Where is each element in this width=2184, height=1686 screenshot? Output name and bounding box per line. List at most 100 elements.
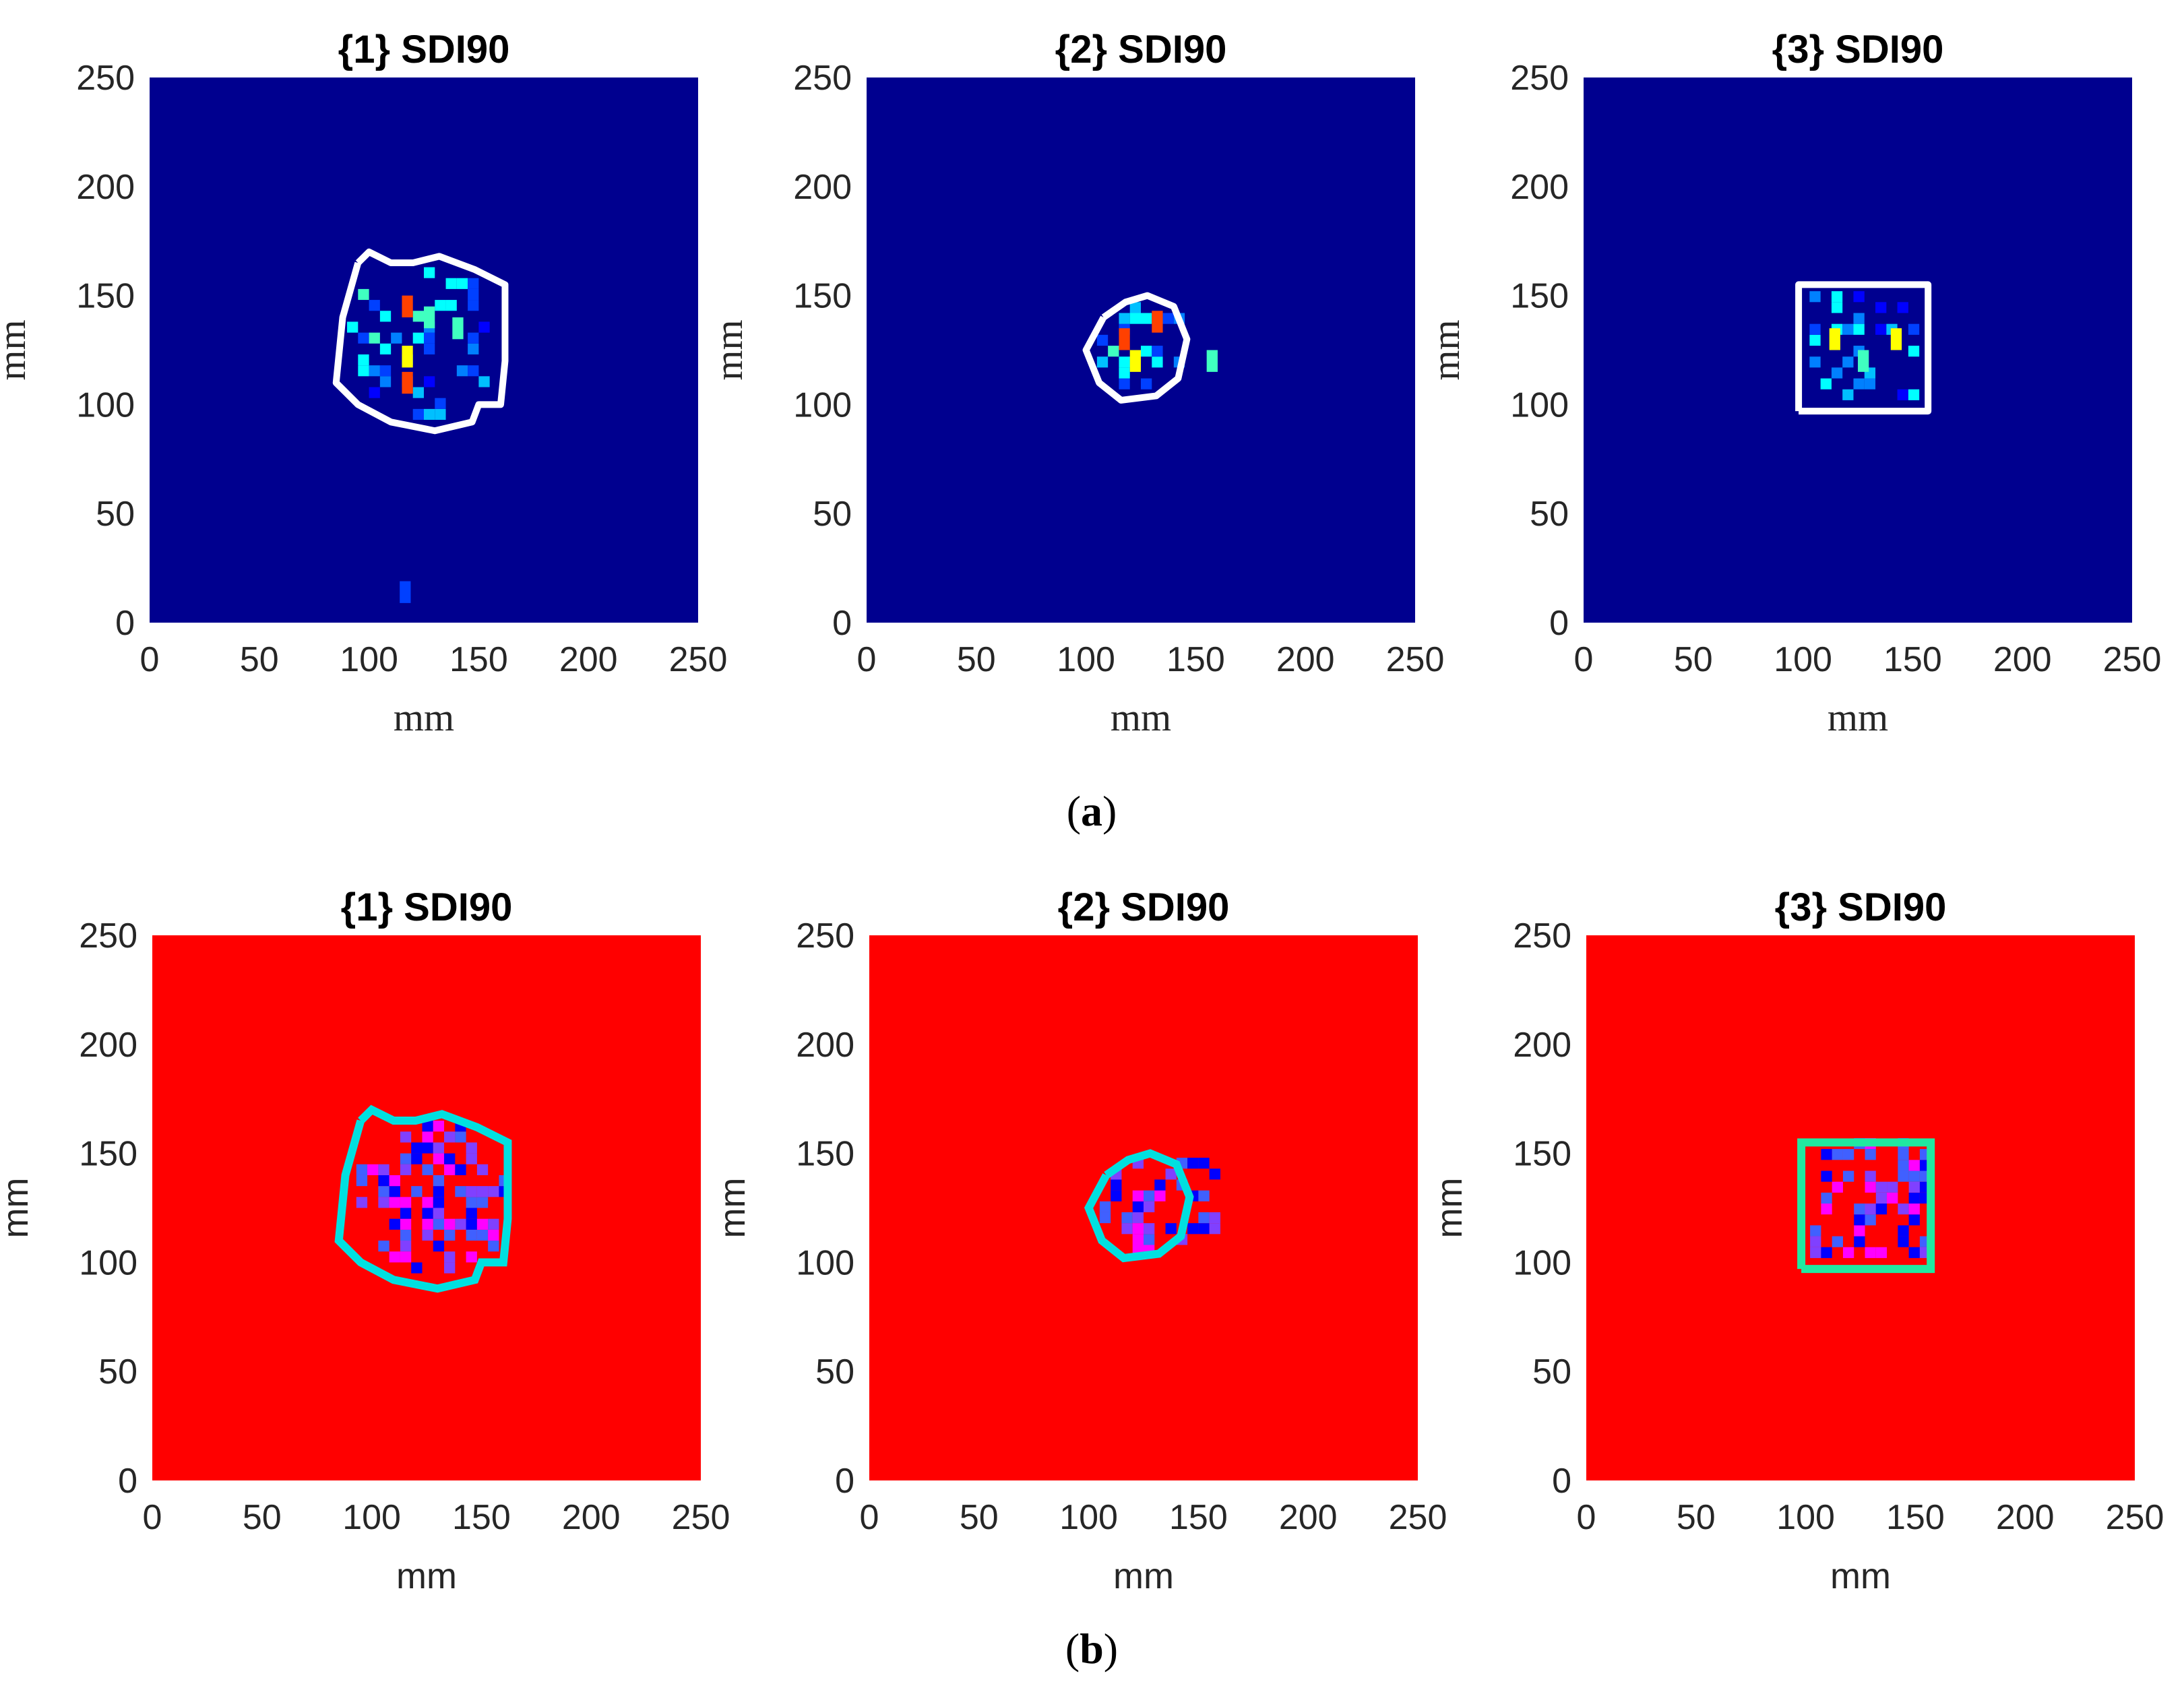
damage-pixel: [1809, 291, 1821, 303]
panel-title: {2} SDI90: [1058, 885, 1230, 929]
damage-pixel: [1897, 302, 1908, 313]
x-tick-label: 250: [1389, 1498, 1447, 1537]
damage-pixel: [1853, 378, 1865, 389]
damage-pixel: [424, 332, 435, 344]
damage-pixel: [1887, 1181, 1898, 1193]
damage-pixel: [488, 1186, 499, 1197]
damage-pixel: [400, 1197, 412, 1208]
damage-pixel: [1908, 1214, 1920, 1226]
damage-pixel: [1864, 378, 1876, 389]
x-tick-label: 150: [452, 1498, 511, 1537]
damage-pixel: [1119, 367, 1130, 379]
damage-pixel: [1108, 346, 1119, 357]
damage-pixel: [422, 1229, 433, 1241]
damage-pixel: [1853, 323, 1865, 335]
y-tick-label: 0: [1549, 604, 1569, 643]
damage-pixel: [476, 1164, 489, 1175]
x-tick-label: 200: [559, 640, 618, 679]
damage-pixel: [488, 1229, 499, 1241]
damage-pixel: [468, 343, 479, 354]
damage-pixel: [1209, 1168, 1220, 1180]
x-tick-label: 50: [957, 640, 996, 679]
panel-title: {3} SDI90: [1775, 885, 1947, 929]
y-axis-label: mm: [0, 1178, 36, 1239]
y-tick-label: 250: [1510, 59, 1569, 98]
x-tick-label: 0: [1577, 1498, 1596, 1537]
y-axis-label: mm: [707, 319, 751, 380]
y-tick-label: 100: [796, 1243, 854, 1282]
damage-pixel: [1099, 1201, 1111, 1212]
damage-pixel: [422, 1218, 433, 1230]
x-tick-label: 50: [1674, 640, 1713, 679]
damage-pixel: [455, 1186, 466, 1197]
damage-pixel: [468, 332, 479, 344]
y-tick-label: 100: [1510, 385, 1569, 425]
x-tick-label: 0: [857, 640, 877, 679]
damage-pixel: [433, 1186, 445, 1197]
damage-pixel: [466, 1197, 477, 1208]
y-tick-label: 200: [793, 168, 852, 207]
x-tick-label: 150: [1886, 1498, 1945, 1537]
panel-a-2: 0 50 100 150 200 250 0 50 100 150 200 250 {2} SDI90 m…: [707, 28, 1444, 739]
x-tick-label: 0: [143, 1498, 162, 1537]
y-tick-label: 100: [79, 1243, 137, 1282]
damage-pixel: [476, 1186, 489, 1197]
damage-pixel: [1908, 323, 1920, 335]
damage-pixel: [1898, 1160, 1909, 1171]
y-tick-label: 150: [796, 1135, 854, 1174]
damage-pixel: [1853, 291, 1865, 303]
damage-pixel: [1165, 1223, 1177, 1235]
y-tick-label: 250: [76, 59, 135, 98]
panel-title: {1} SDI90: [341, 885, 513, 929]
y-tick-label: 0: [1552, 1462, 1571, 1501]
damage-pixel: [424, 408, 435, 420]
damage-pixel: [358, 332, 369, 344]
damage-outline: [1084, 1149, 1194, 1263]
damage-pixel: [1132, 1212, 1144, 1224]
damage-pixel: [435, 300, 446, 311]
damage-pixel: [1141, 378, 1152, 389]
damage-pixel: [422, 1142, 433, 1154]
x-tick-label: 100: [1059, 1498, 1118, 1537]
damage-pixel: [1842, 1247, 1854, 1258]
x-tick-label: 50: [960, 1498, 999, 1537]
damage-pixel: [455, 1164, 466, 1175]
damage-pixel: [488, 1218, 499, 1230]
damage-pixel: [1821, 1247, 1832, 1258]
x-axis-label: mm: [1111, 695, 1171, 739]
damage-pixel: [356, 1197, 368, 1208]
damage-pixel: [1908, 1192, 1920, 1204]
damage-pixel: [445, 300, 457, 311]
damage-pixel: [369, 332, 380, 344]
damage-pixel: [400, 1218, 412, 1230]
damage-pixel: [391, 332, 402, 344]
damage-pixel: [424, 267, 435, 278]
y-axis-label: mm: [1429, 1178, 1470, 1239]
panel-title: {3} SDI90: [1772, 28, 1944, 71]
damage-pixel: [1908, 1160, 1920, 1171]
damage-pixel: [1132, 1223, 1144, 1235]
damage-pixel: [400, 1241, 412, 1252]
damage-pixel: [1132, 1234, 1144, 1245]
hotspot-pixel: [452, 317, 464, 340]
hotspot-pixel: [1890, 328, 1902, 350]
y-tick-label: 50: [1532, 1352, 1571, 1392]
damage-pixel: [1129, 313, 1141, 324]
damage-pixel: [1821, 1204, 1832, 1215]
damage-pixel: [468, 278, 479, 289]
damage-pixel: [476, 1197, 489, 1208]
damage-pixel: [433, 1153, 445, 1164]
damage-pixel: [356, 1175, 368, 1187]
damage-pixel: [476, 1229, 489, 1241]
damage-pixel: [455, 1131, 466, 1143]
damage-pixel: [422, 1197, 433, 1208]
y-tick-label: 200: [79, 1026, 137, 1065]
damage-pixel: [412, 311, 424, 322]
y-tick-label: 100: [1513, 1243, 1571, 1282]
damage-pixel: [422, 1164, 433, 1175]
damage-pixel: [1111, 1179, 1122, 1191]
damage-pixel: [1865, 1247, 1876, 1258]
x-tick-label: 200: [562, 1498, 621, 1537]
damage-pixel: [1119, 356, 1130, 368]
damage-pixel: [1809, 323, 1821, 335]
